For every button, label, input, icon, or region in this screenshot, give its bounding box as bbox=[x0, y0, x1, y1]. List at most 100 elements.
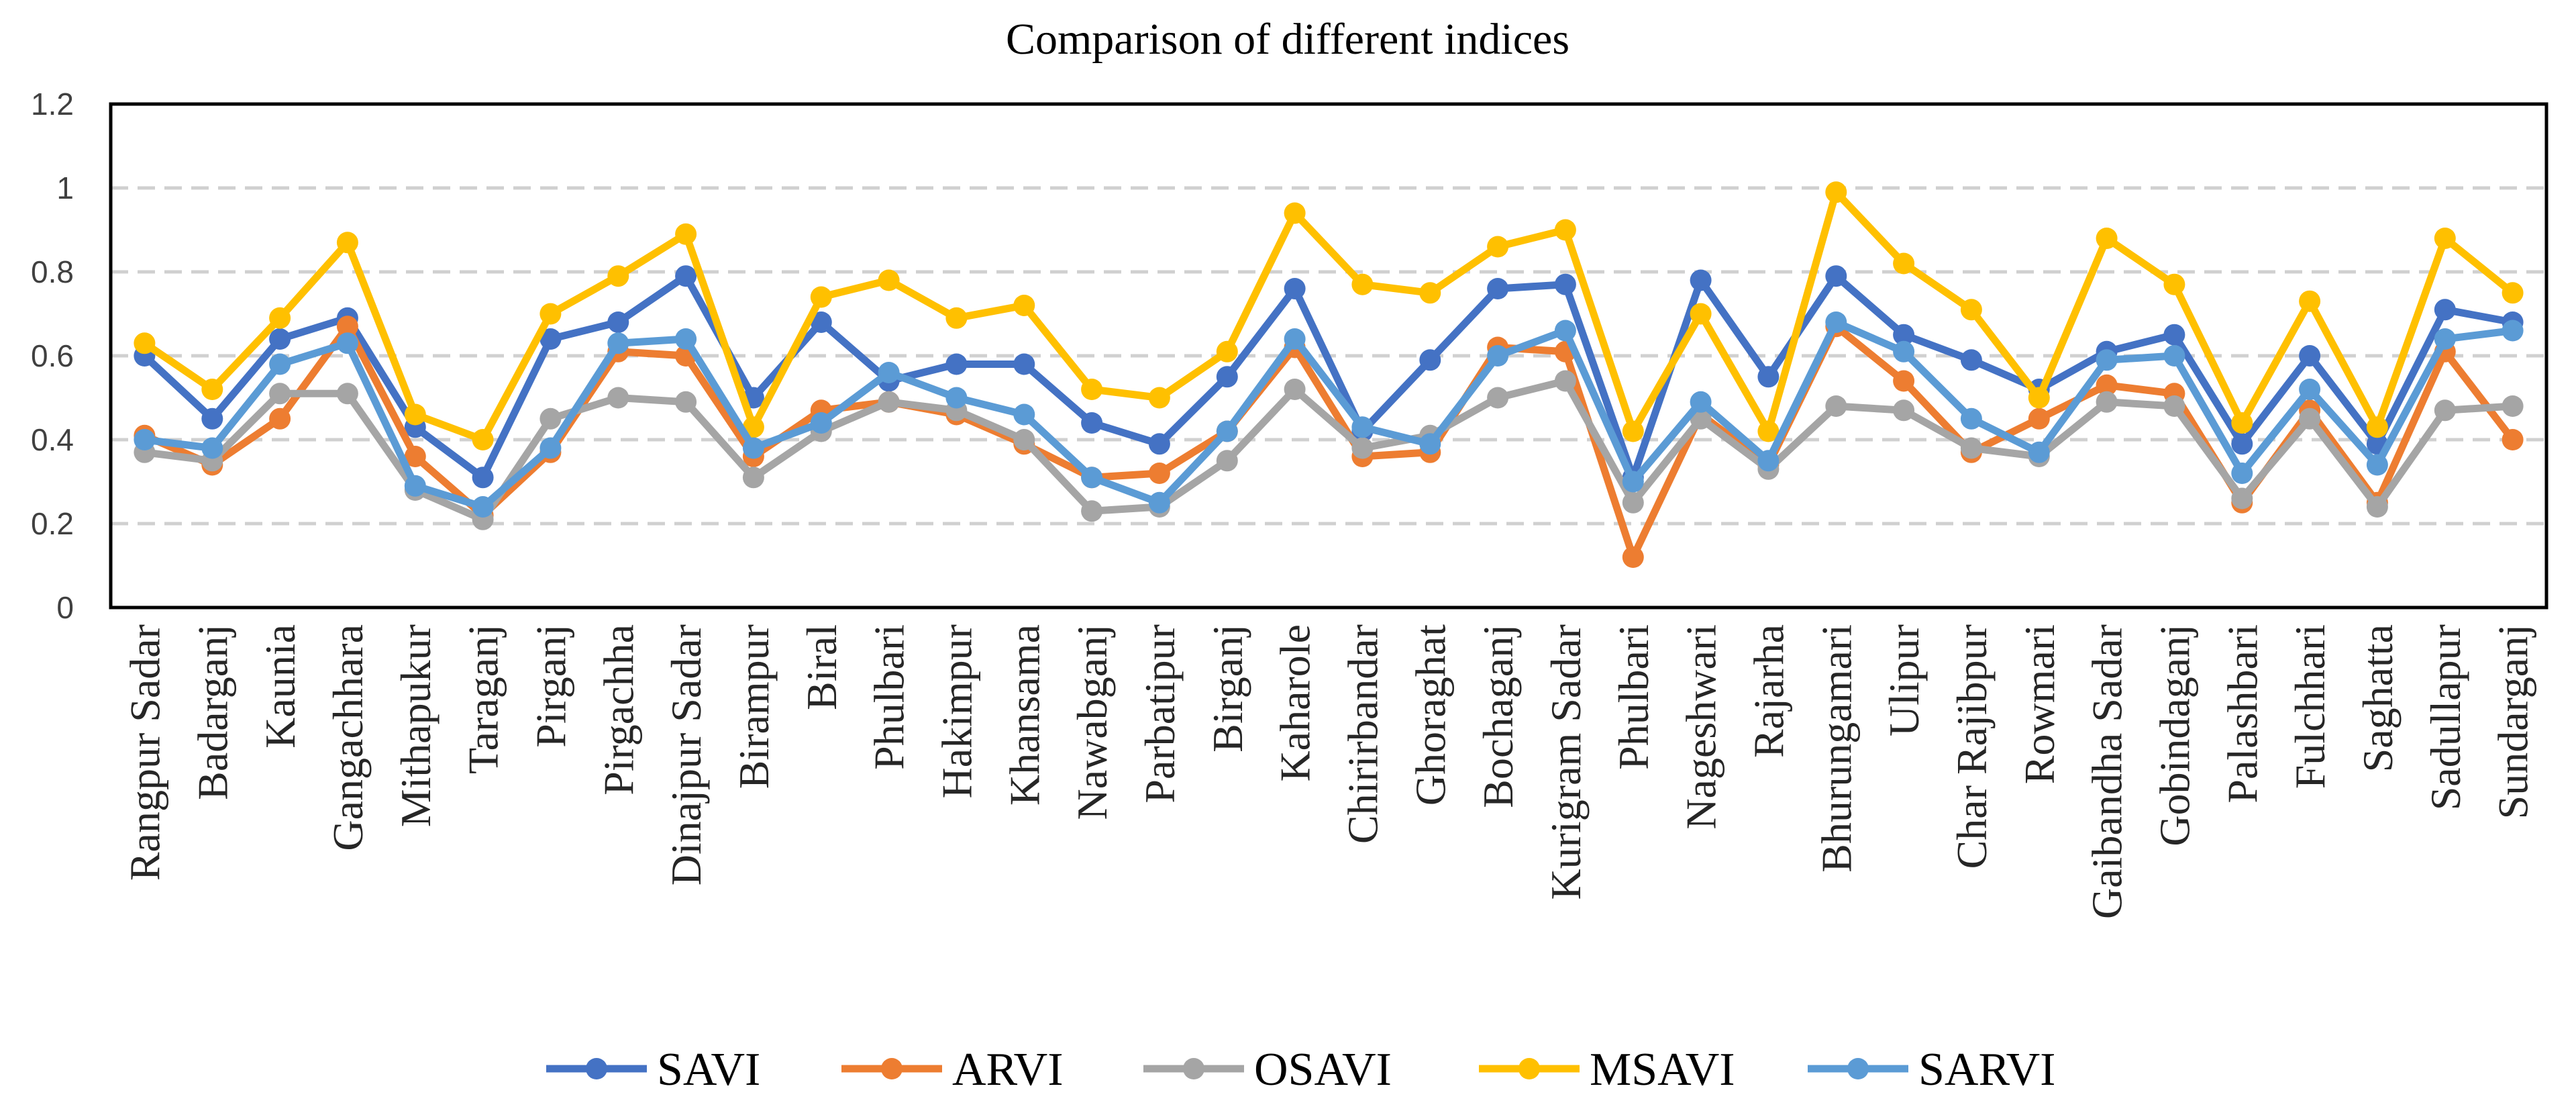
data-point-osavi bbox=[2502, 395, 2524, 417]
x-tick-label: Pirganj bbox=[527, 624, 574, 748]
data-point-sarvi bbox=[2502, 320, 2524, 342]
data-point-arvi bbox=[2096, 374, 2118, 396]
series-group bbox=[134, 181, 2524, 568]
data-point-sarvi bbox=[404, 475, 426, 497]
data-point-osavi bbox=[2231, 487, 2253, 510]
data-point-sarvi bbox=[472, 496, 494, 518]
data-point-arvi bbox=[2028, 407, 2050, 430]
x-tick-label: Khansama bbox=[1000, 624, 1048, 806]
data-point-msavi bbox=[1148, 387, 1170, 409]
data-point-sarvi bbox=[675, 328, 697, 350]
data-point-osavi bbox=[1893, 399, 1915, 422]
data-point-msavi bbox=[269, 307, 291, 329]
data-point-msavi bbox=[1825, 181, 1847, 203]
series-sarvi bbox=[134, 311, 2524, 518]
data-point-sarvi bbox=[1351, 416, 1374, 438]
data-point-arvi bbox=[1893, 370, 1915, 392]
data-point-osavi bbox=[878, 391, 900, 413]
x-axis-ticks: Rangpur Sadar Badarganj Kaunia Gangachhara M… bbox=[121, 624, 2536, 919]
series-line-savi bbox=[142, 272, 2514, 481]
series-line-msavi bbox=[142, 188, 2516, 444]
data-point-sarvi bbox=[1825, 311, 1847, 333]
data-point-savi bbox=[2299, 345, 2321, 367]
x-tick-label: Kurigram Sadar bbox=[1542, 624, 1590, 900]
y-tick-label: 0.4 bbox=[31, 422, 74, 457]
y-tick-label: 1 bbox=[56, 171, 74, 205]
data-point-savi bbox=[1893, 324, 1915, 346]
data-point-savi bbox=[1690, 269, 1712, 291]
data-point-msavi bbox=[945, 307, 968, 329]
data-point-sarvi bbox=[742, 437, 764, 459]
data-point-msavi bbox=[810, 286, 832, 308]
data-point-msavi bbox=[201, 379, 223, 400]
data-point-msavi bbox=[1622, 420, 1644, 442]
x-tick-label: Fulchhari bbox=[2286, 624, 2334, 789]
data-point-msavi bbox=[2028, 387, 2050, 409]
data-point-msavi bbox=[2434, 228, 2456, 249]
data-point-msavi bbox=[878, 269, 900, 291]
y-tick-label: 0.8 bbox=[31, 254, 74, 289]
x-tick-label: Ulipur bbox=[1880, 624, 1928, 736]
data-point-savi bbox=[1216, 366, 1238, 388]
data-point-osavi bbox=[1554, 370, 1576, 392]
x-tick-label: Birampur bbox=[730, 624, 778, 789]
x-tick-label: Rangpur Sadar bbox=[121, 624, 168, 881]
x-tick-label: Gobindaganj bbox=[2151, 624, 2198, 847]
data-point-msavi bbox=[1081, 379, 1103, 400]
x-tick-label: Rowmari bbox=[2016, 624, 2063, 784]
legend: SAVI ARVI OSAVI MSAVI SARVI bbox=[546, 1044, 2055, 1096]
data-point-msavi bbox=[1216, 340, 1238, 363]
x-tick-label: Dinajpur Sadar bbox=[662, 624, 710, 885]
data-point-sarvi bbox=[336, 332, 358, 354]
data-point-sarvi bbox=[878, 362, 900, 383]
data-point-sarvi bbox=[2366, 454, 2388, 476]
data-point-osavi bbox=[1013, 429, 1035, 450]
data-point-msavi bbox=[2366, 416, 2388, 438]
data-point-arvi bbox=[269, 407, 291, 430]
x-tick-label: Kaunia bbox=[256, 624, 304, 748]
legend-item-osavi: OSAVI bbox=[1143, 1044, 1392, 1096]
legend-swatch-marker bbox=[1183, 1058, 1204, 1079]
data-point-osavi bbox=[1960, 437, 1982, 459]
data-point-msavi bbox=[1351, 273, 1374, 295]
x-tick-label: Palashbari bbox=[2218, 624, 2266, 804]
data-point-sarvi bbox=[1081, 467, 1103, 489]
data-point-sarvi bbox=[1960, 407, 1982, 430]
data-point-osavi bbox=[539, 407, 562, 430]
data-point-sarvi bbox=[607, 332, 629, 354]
data-point-sarvi bbox=[2434, 328, 2456, 350]
data-point-osavi bbox=[1081, 500, 1103, 522]
data-point-msavi bbox=[1960, 299, 1982, 321]
data-point-savi bbox=[1013, 353, 1035, 375]
legend-item-sarvi: SARVI bbox=[1808, 1044, 2055, 1096]
series-line-osavi bbox=[144, 377, 2513, 524]
chart-title: Comparison of different indices bbox=[1006, 15, 1569, 64]
data-point-sarvi bbox=[2231, 463, 2253, 484]
data-point-sarvi bbox=[1757, 450, 1780, 472]
data-point-sarvi bbox=[1284, 328, 1306, 350]
data-point-msavi bbox=[472, 429, 494, 450]
data-point-msavi bbox=[134, 332, 156, 354]
data-point-msavi bbox=[404, 403, 426, 426]
data-point-sarvi bbox=[2096, 349, 2118, 371]
data-point-arvi bbox=[404, 446, 426, 467]
data-point-savi bbox=[539, 328, 562, 350]
data-point-sarvi bbox=[1013, 403, 1035, 426]
x-tick-label: Biral bbox=[798, 624, 845, 710]
x-tick-label: Hakimpur bbox=[933, 624, 980, 799]
x-tick-label: Char Rajibpur bbox=[1948, 624, 1996, 869]
data-point-msavi bbox=[2231, 412, 2253, 434]
legend-label: MSAVI bbox=[1590, 1044, 1735, 1096]
x-tick-label: Phulbari bbox=[1610, 624, 1657, 770]
data-point-osavi bbox=[607, 387, 629, 409]
data-point-osavi bbox=[2299, 407, 2321, 430]
data-point-savi bbox=[1081, 412, 1103, 434]
x-tick-label: Sundarganj bbox=[2489, 624, 2537, 819]
data-point-osavi bbox=[2366, 496, 2388, 518]
x-tick-label: Bochaganj bbox=[1474, 624, 1522, 808]
legend-label: OSAVI bbox=[1254, 1044, 1392, 1096]
data-point-osavi bbox=[1825, 395, 1847, 417]
x-tick-label: Ghoraghat bbox=[1406, 624, 1454, 806]
data-point-msavi bbox=[1690, 303, 1712, 325]
